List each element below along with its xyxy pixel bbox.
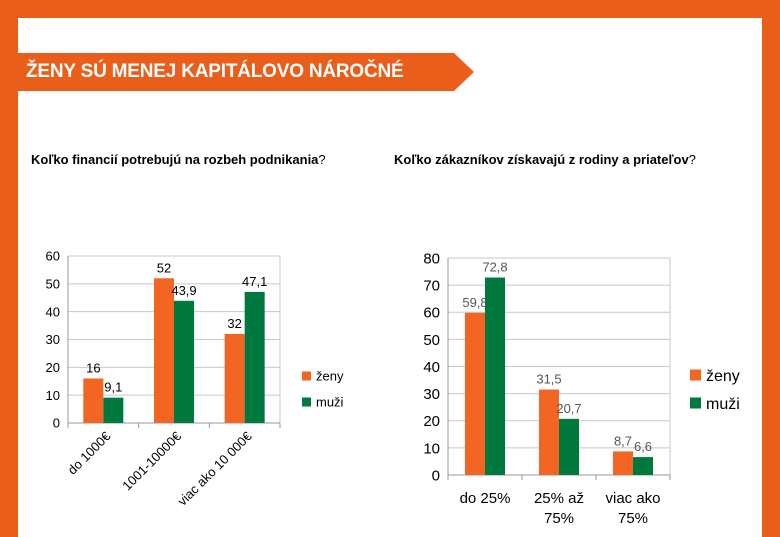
legend-label-muži: muži [316, 395, 344, 410]
data-label: 8,7 [614, 433, 632, 448]
legend-label-ženy: ženy [706, 368, 740, 385]
y-tick-label: 30 [423, 386, 440, 403]
x-category-label: 25% až [534, 490, 584, 507]
y-tick-label: 0 [53, 416, 60, 431]
legend-swatch-ženy [302, 371, 311, 381]
bar-muži [103, 397, 124, 423]
chart-financing: 0 10 20 30 40 50 60 16 52 32 9,1 43,9 47,1 do 1000€ 10… [46, 249, 344, 509]
legend-label-muži: muži [706, 396, 740, 413]
y-tick-label: 50 [423, 332, 440, 349]
question-financing: Koľko financií potrebujú na rozbeh podni… [31, 152, 326, 167]
y-tick-label: 50 [46, 277, 60, 292]
bar-muži [174, 300, 194, 423]
x-category-label: do 1000€ [64, 428, 113, 477]
bar-ženy [83, 378, 104, 423]
x-category-label: viac ako [605, 490, 660, 507]
data-label: 59,8 [462, 295, 487, 310]
y-tick-label: 60 [46, 249, 60, 264]
y-tick-label: 60 [423, 305, 440, 322]
banner-arrow-shape [18, 53, 474, 91]
bar-ženy [224, 333, 245, 423]
y-tick-label: 70 [423, 278, 440, 295]
bar-muži [633, 457, 653, 475]
bar-ženy [154, 278, 174, 423]
question-financing-text: Koľko financií potrebujú na rozbeh podni… [31, 152, 319, 167]
question-mark: ? [688, 152, 696, 167]
x-category-label: 75% [618, 510, 648, 527]
data-label: 72,8 [482, 260, 507, 275]
legend-swatch-muži [302, 397, 311, 407]
data-label: 16 [86, 360, 100, 375]
chart-customers: 0 10 20 30 40 50 60 70 80 59,8 31,5 8,7 72,8 20,7 6,6 d… [423, 250, 740, 527]
page-title: ŽENY SÚ MENEJ KAPITÁLOVO NÁROČNÉ [26, 61, 404, 82]
y-tick-label: 0 [432, 467, 440, 484]
y-tick-label: 40 [423, 359, 440, 376]
legend-swatch-muži [690, 397, 701, 409]
x-category-label: do 25% [460, 490, 511, 507]
bar-ženy [539, 389, 559, 475]
bar-ženy [465, 312, 485, 475]
data-label: 9,1 [104, 380, 122, 395]
data-label: 43,9 [171, 283, 196, 298]
title-banner: ŽENY SÚ MENEJ KAPITÁLOVO NÁROČNÉ [18, 53, 474, 91]
x-category-label: viac ako 10 000€ [175, 428, 256, 509]
y-tick-label: 10 [46, 388, 60, 403]
question-mark: ? [318, 152, 326, 167]
bar-muži [485, 277, 505, 475]
data-label: 52 [157, 260, 171, 275]
data-label: 31,5 [536, 372, 561, 387]
data-label: 47,1 [242, 274, 267, 289]
legend-label-ženy: ženy [316, 369, 344, 384]
content-panel: ŽENY SÚ MENEJ KAPITÁLOVO NÁROČNÉ Koľko f… [18, 18, 762, 537]
y-tick-label: 20 [46, 360, 60, 375]
y-tick-label: 30 [46, 332, 60, 347]
data-label: 20,7 [556, 401, 581, 416]
question-customers-text: Koľko zákazníkov získavajú z rodiny a pr… [394, 152, 689, 167]
data-label: 32 [227, 316, 241, 331]
y-tick-label: 40 [46, 304, 60, 319]
y-tick-label: 20 [423, 413, 440, 430]
x-category-label: 75% [544, 510, 574, 527]
bar-muži [559, 418, 579, 475]
question-customers: Koľko zákazníkov získavajú z rodiny a pr… [394, 152, 696, 167]
y-tick-label: 80 [423, 250, 440, 267]
legend-swatch-ženy [690, 369, 701, 381]
x-category-label: 1001-10000€ [119, 428, 184, 493]
bar-muži [244, 291, 265, 423]
y-tick-label: 10 [423, 440, 440, 457]
data-label: 6,6 [634, 439, 652, 454]
bar-ženy [613, 451, 633, 475]
